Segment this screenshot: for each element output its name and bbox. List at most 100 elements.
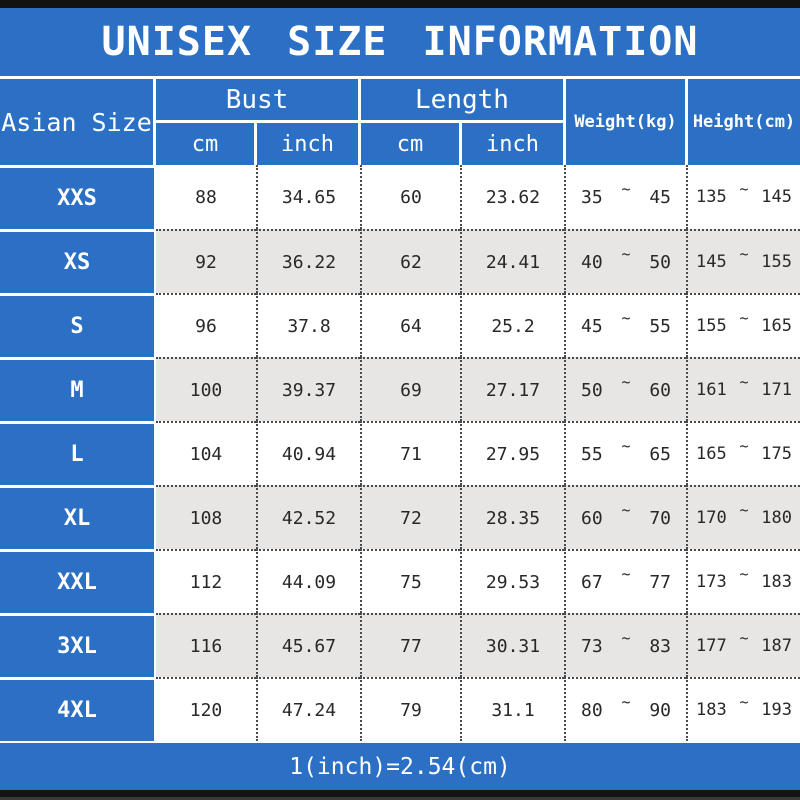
- col-header-length: Length: [361, 79, 563, 120]
- table-row-s: S 96 37.8 64 25.2 45 ~55 155 ~165: [0, 293, 800, 357]
- bust-inch-value: 37.8: [256, 293, 360, 357]
- table-row-m: M 100 39.37 69 27.17 50 ~60 161 ~171: [0, 357, 800, 421]
- bust-inch-value: 36.22: [256, 229, 360, 293]
- weight-range: 40 ~50: [564, 229, 686, 293]
- range-max: 60: [649, 379, 671, 401]
- range-max: 77: [649, 571, 671, 593]
- bust-inch-value: 34.65: [256, 165, 360, 229]
- table-row-xxl: XXL 112 44.09 75 29.53 67 ~77 173 ~183: [0, 549, 800, 613]
- table-row-xl: XL 108 42.52 72 28.35 60 ~70 170 ~180: [0, 485, 800, 549]
- tilde-symbol: ~: [621, 180, 631, 198]
- range-max: 183: [761, 572, 792, 592]
- col-header-asian-size: Asian Size: [0, 79, 153, 165]
- length-inch-value: 25.2: [460, 293, 564, 357]
- height-range: 145 ~155: [686, 229, 800, 293]
- table-row-l: L 104 40.94 71 27.95 55 ~65 165 ~175: [0, 421, 800, 485]
- range-max: 180: [761, 508, 792, 528]
- weight-range: 80 ~90: [564, 677, 686, 741]
- height-range: 173 ~183: [686, 549, 800, 613]
- range-min: 60: [581, 507, 603, 529]
- range-min: 67: [581, 571, 603, 593]
- length-cm-value: 62: [360, 229, 460, 293]
- height-range: 165 ~175: [686, 421, 800, 485]
- range-min: 145: [696, 252, 727, 272]
- tilde-symbol: ~: [739, 693, 749, 711]
- length-inch-value: 29.53: [460, 549, 564, 613]
- size-label: XS: [0, 229, 156, 293]
- range-max: 175: [761, 444, 792, 464]
- length-cm-value: 72: [360, 485, 460, 549]
- height-range: 170 ~180: [686, 485, 800, 549]
- bust-cm-value: 116: [156, 613, 256, 677]
- top-border-bar: [0, 0, 800, 8]
- tilde-symbol: ~: [739, 501, 749, 519]
- col-header-height: Height(cm): [688, 79, 800, 165]
- range-min: 177: [696, 636, 727, 656]
- range-max: 187: [761, 636, 792, 656]
- footer-divider: [0, 741, 800, 743]
- range-max: 45: [649, 186, 671, 208]
- bust-cm-value: 96: [156, 293, 256, 357]
- range-min: 170: [696, 508, 727, 528]
- weight-range: 55 ~65: [564, 421, 686, 485]
- range-max: 55: [649, 315, 671, 337]
- size-label: XXL: [0, 549, 156, 613]
- range-min: 55: [581, 443, 603, 465]
- title-bar: UNISEX SIZE INFORMATION: [0, 8, 800, 76]
- tilde-symbol: ~: [621, 693, 631, 711]
- range-max: 83: [649, 635, 671, 657]
- tilde-symbol: ~: [739, 309, 749, 327]
- col-header-length-inch: inch: [462, 123, 563, 165]
- tilde-symbol: ~: [621, 309, 631, 327]
- weight-range: 45 ~55: [564, 293, 686, 357]
- bust-cm-value: 108: [156, 485, 256, 549]
- height-range: 177 ~187: [686, 613, 800, 677]
- footer-bar: 1(inch)=2.54(cm): [0, 743, 800, 790]
- weight-range: 35 ~45: [564, 165, 686, 229]
- range-min: 165: [696, 444, 727, 464]
- height-range: 161 ~171: [686, 357, 800, 421]
- tilde-symbol: ~: [621, 565, 631, 583]
- bust-inch-value: 44.09: [256, 549, 360, 613]
- tilde-symbol: ~: [739, 437, 749, 455]
- length-inch-value: 31.1: [460, 677, 564, 741]
- range-min: 183: [696, 700, 727, 720]
- col-header-length-cm: cm: [361, 123, 459, 165]
- tilde-symbol: ~: [739, 373, 749, 391]
- length-cm-value: 71: [360, 421, 460, 485]
- range-max: 65: [649, 443, 671, 465]
- range-max: 70: [649, 507, 671, 529]
- size-label: XL: [0, 485, 156, 549]
- tilde-symbol: ~: [739, 180, 749, 198]
- length-cm-value: 69: [360, 357, 460, 421]
- range-max: 171: [761, 380, 792, 400]
- col-header-bust: Bust: [156, 79, 358, 120]
- height-range: 135 ~145: [686, 165, 800, 229]
- col-header-bust-inch: inch: [257, 123, 358, 165]
- bottom-border-bar: [0, 790, 800, 800]
- tilde-symbol: ~: [739, 629, 749, 647]
- bust-inch-value: 40.94: [256, 421, 360, 485]
- weight-range: 50 ~60: [564, 357, 686, 421]
- table-row-xxs: XXS 88 34.65 60 23.62 35 ~45 135 ~145: [0, 165, 800, 229]
- table-header: Asian Size Bust Length Weight(kg) Height…: [0, 79, 800, 165]
- range-min: 73: [581, 635, 603, 657]
- length-cm-value: 60: [360, 165, 460, 229]
- size-label: 4XL: [0, 677, 156, 741]
- length-cm-value: 64: [360, 293, 460, 357]
- bust-cm-value: 120: [156, 677, 256, 741]
- range-min: 50: [581, 379, 603, 401]
- length-inch-value: 24.41: [460, 229, 564, 293]
- length-cm-value: 79: [360, 677, 460, 741]
- length-inch-value: 27.17: [460, 357, 564, 421]
- length-cm-value: 77: [360, 613, 460, 677]
- bust-inch-value: 45.67: [256, 613, 360, 677]
- range-max: 165: [761, 316, 792, 336]
- range-min: 80: [581, 699, 603, 721]
- range-min: 45: [581, 315, 603, 337]
- col-header-weight: Weight(kg): [566, 79, 685, 165]
- length-inch-value: 28.35: [460, 485, 564, 549]
- length-inch-value: 27.95: [460, 421, 564, 485]
- range-min: 173: [696, 572, 727, 592]
